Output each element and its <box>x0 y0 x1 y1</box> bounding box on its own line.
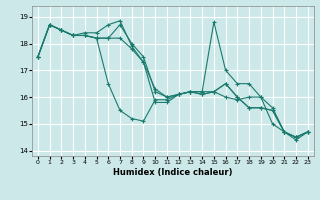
X-axis label: Humidex (Indice chaleur): Humidex (Indice chaleur) <box>113 168 233 177</box>
